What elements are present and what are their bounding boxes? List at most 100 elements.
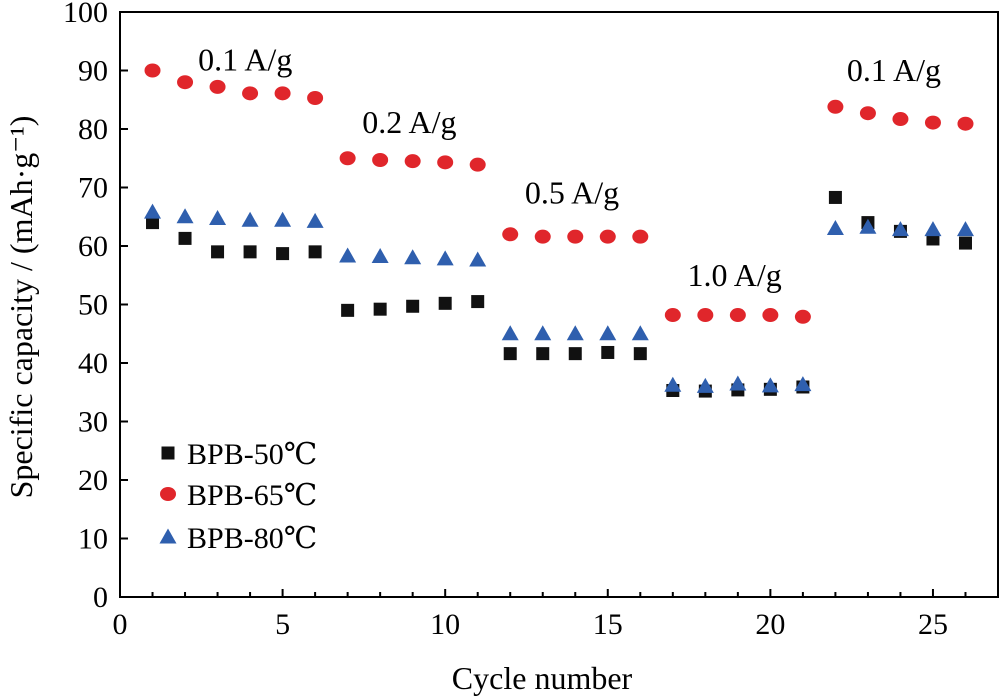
data-point-square [243,245,257,259]
x-tick-label: 15 [593,608,623,641]
y-tick-label: 30 [78,406,108,439]
data-point-triangle [696,377,714,393]
series-triangle [144,203,974,393]
y-tick-label: 60 [78,230,108,263]
x-tick-label: 25 [918,608,948,641]
data-point-triangle [794,376,812,392]
data-point-triangle [469,251,487,267]
legend-item: BPB-65℃ [160,479,317,512]
x-tick-label: 10 [430,608,460,641]
rate-label: 0.1 A/g [847,52,941,88]
y-tick-label: 20 [78,464,108,497]
y-tick-label: 70 [78,172,108,205]
data-point-circle [957,116,974,131]
y-axis-ticks: 0 10 20 30 40 50 60 70 80 90 100 [63,0,128,614]
data-point-triangle [859,218,877,234]
data-point-square [601,345,615,359]
data-point-triangle [534,325,552,341]
x-tick-label: 0 [113,608,128,641]
data-point-triangle [371,248,389,264]
data-point-triangle [664,376,682,392]
x-axis-title: Cycle number [452,660,633,696]
legend-marker-circle [160,487,176,501]
y-tick-label: 90 [78,55,108,88]
x-tick-label: 5 [275,608,290,641]
data-point-circle [177,75,194,90]
legend: BPB-50℃ BPB-65℃ BPB-80℃ [159,438,317,555]
data-point-square [211,245,225,259]
data-point-circle [892,112,909,127]
data-point-triangle [404,249,422,265]
data-point-circle [924,115,941,130]
data-point-square [958,236,972,250]
y-tick-label: 80 [78,113,108,146]
data-point-square [828,190,842,204]
legend-marker-triangle [159,528,177,544]
series-circle [144,63,974,324]
data-point-triangle [306,212,324,228]
data-point-circle [372,153,389,168]
data-point-circle [274,86,291,101]
data-point-triangle [176,208,194,224]
data-point-square [568,347,582,361]
data-point-circle [567,229,584,244]
y-tick-label: 0 [93,581,108,614]
data-point-square [633,347,647,361]
legend-marker-square [161,446,175,460]
data-point-circle [144,63,161,78]
data-point-circle [664,308,681,323]
rate-label: 0.5 A/g [525,174,619,210]
data-point-square [373,302,387,316]
legend-label: BPB-65℃ [187,479,317,512]
data-point-circle [827,99,844,114]
data-point-circle [632,229,649,244]
y-axis-title: Specific capacity / (mAh·g⁻¹) [3,116,39,499]
data-point-triangle [826,219,844,235]
data-point-circle [762,308,779,323]
data-point-triangle [599,325,617,341]
rate-label: 0.2 A/g [362,104,456,140]
data-points [144,63,974,398]
data-point-circle [307,90,324,105]
data-point-triangle [761,377,779,393]
data-point-triangle [274,211,292,227]
data-point-circle [697,308,714,323]
data-point-triangle [729,375,747,391]
data-point-circle [209,79,226,94]
legend-item: BPB-50℃ [161,438,317,471]
data-point-circle [599,229,616,244]
rate-annotations: 0.1 A/g 0.2 A/g 0.5 A/g 1.0 A/g 0.1 A/g [198,42,941,293]
data-point-circle [469,157,486,172]
data-point-circle [534,229,551,244]
y-tick-label: 100 [63,0,108,29]
data-point-triangle [924,221,942,237]
data-point-square [406,299,420,313]
data-point-triangle [436,250,454,266]
data-point-triangle [241,211,259,227]
y-tick-label: 50 [78,289,108,322]
data-point-circle [502,227,519,242]
data-point-square [471,295,485,309]
data-point-triangle [566,325,584,341]
data-point-square [536,347,550,361]
data-point-circle [437,155,454,170]
y-tick-label: 10 [78,523,108,556]
data-point-circle [794,309,811,324]
data-point-square [276,247,290,261]
data-point-triangle [501,325,519,341]
data-point-square [146,216,160,230]
legend-item: BPB-80℃ [159,522,317,555]
legend-label: BPB-50℃ [187,438,317,471]
data-point-circle [339,151,356,166]
x-axis-ticks: 0 5 10 15 20 25 [113,589,999,641]
data-point-square [308,245,322,259]
data-point-triangle [144,203,162,219]
data-point-circle [859,106,876,121]
data-point-circle [242,86,259,101]
data-point-square [178,231,192,245]
data-point-circle [729,308,746,323]
y-tick-label: 40 [78,347,108,380]
data-point-triangle [339,247,357,263]
